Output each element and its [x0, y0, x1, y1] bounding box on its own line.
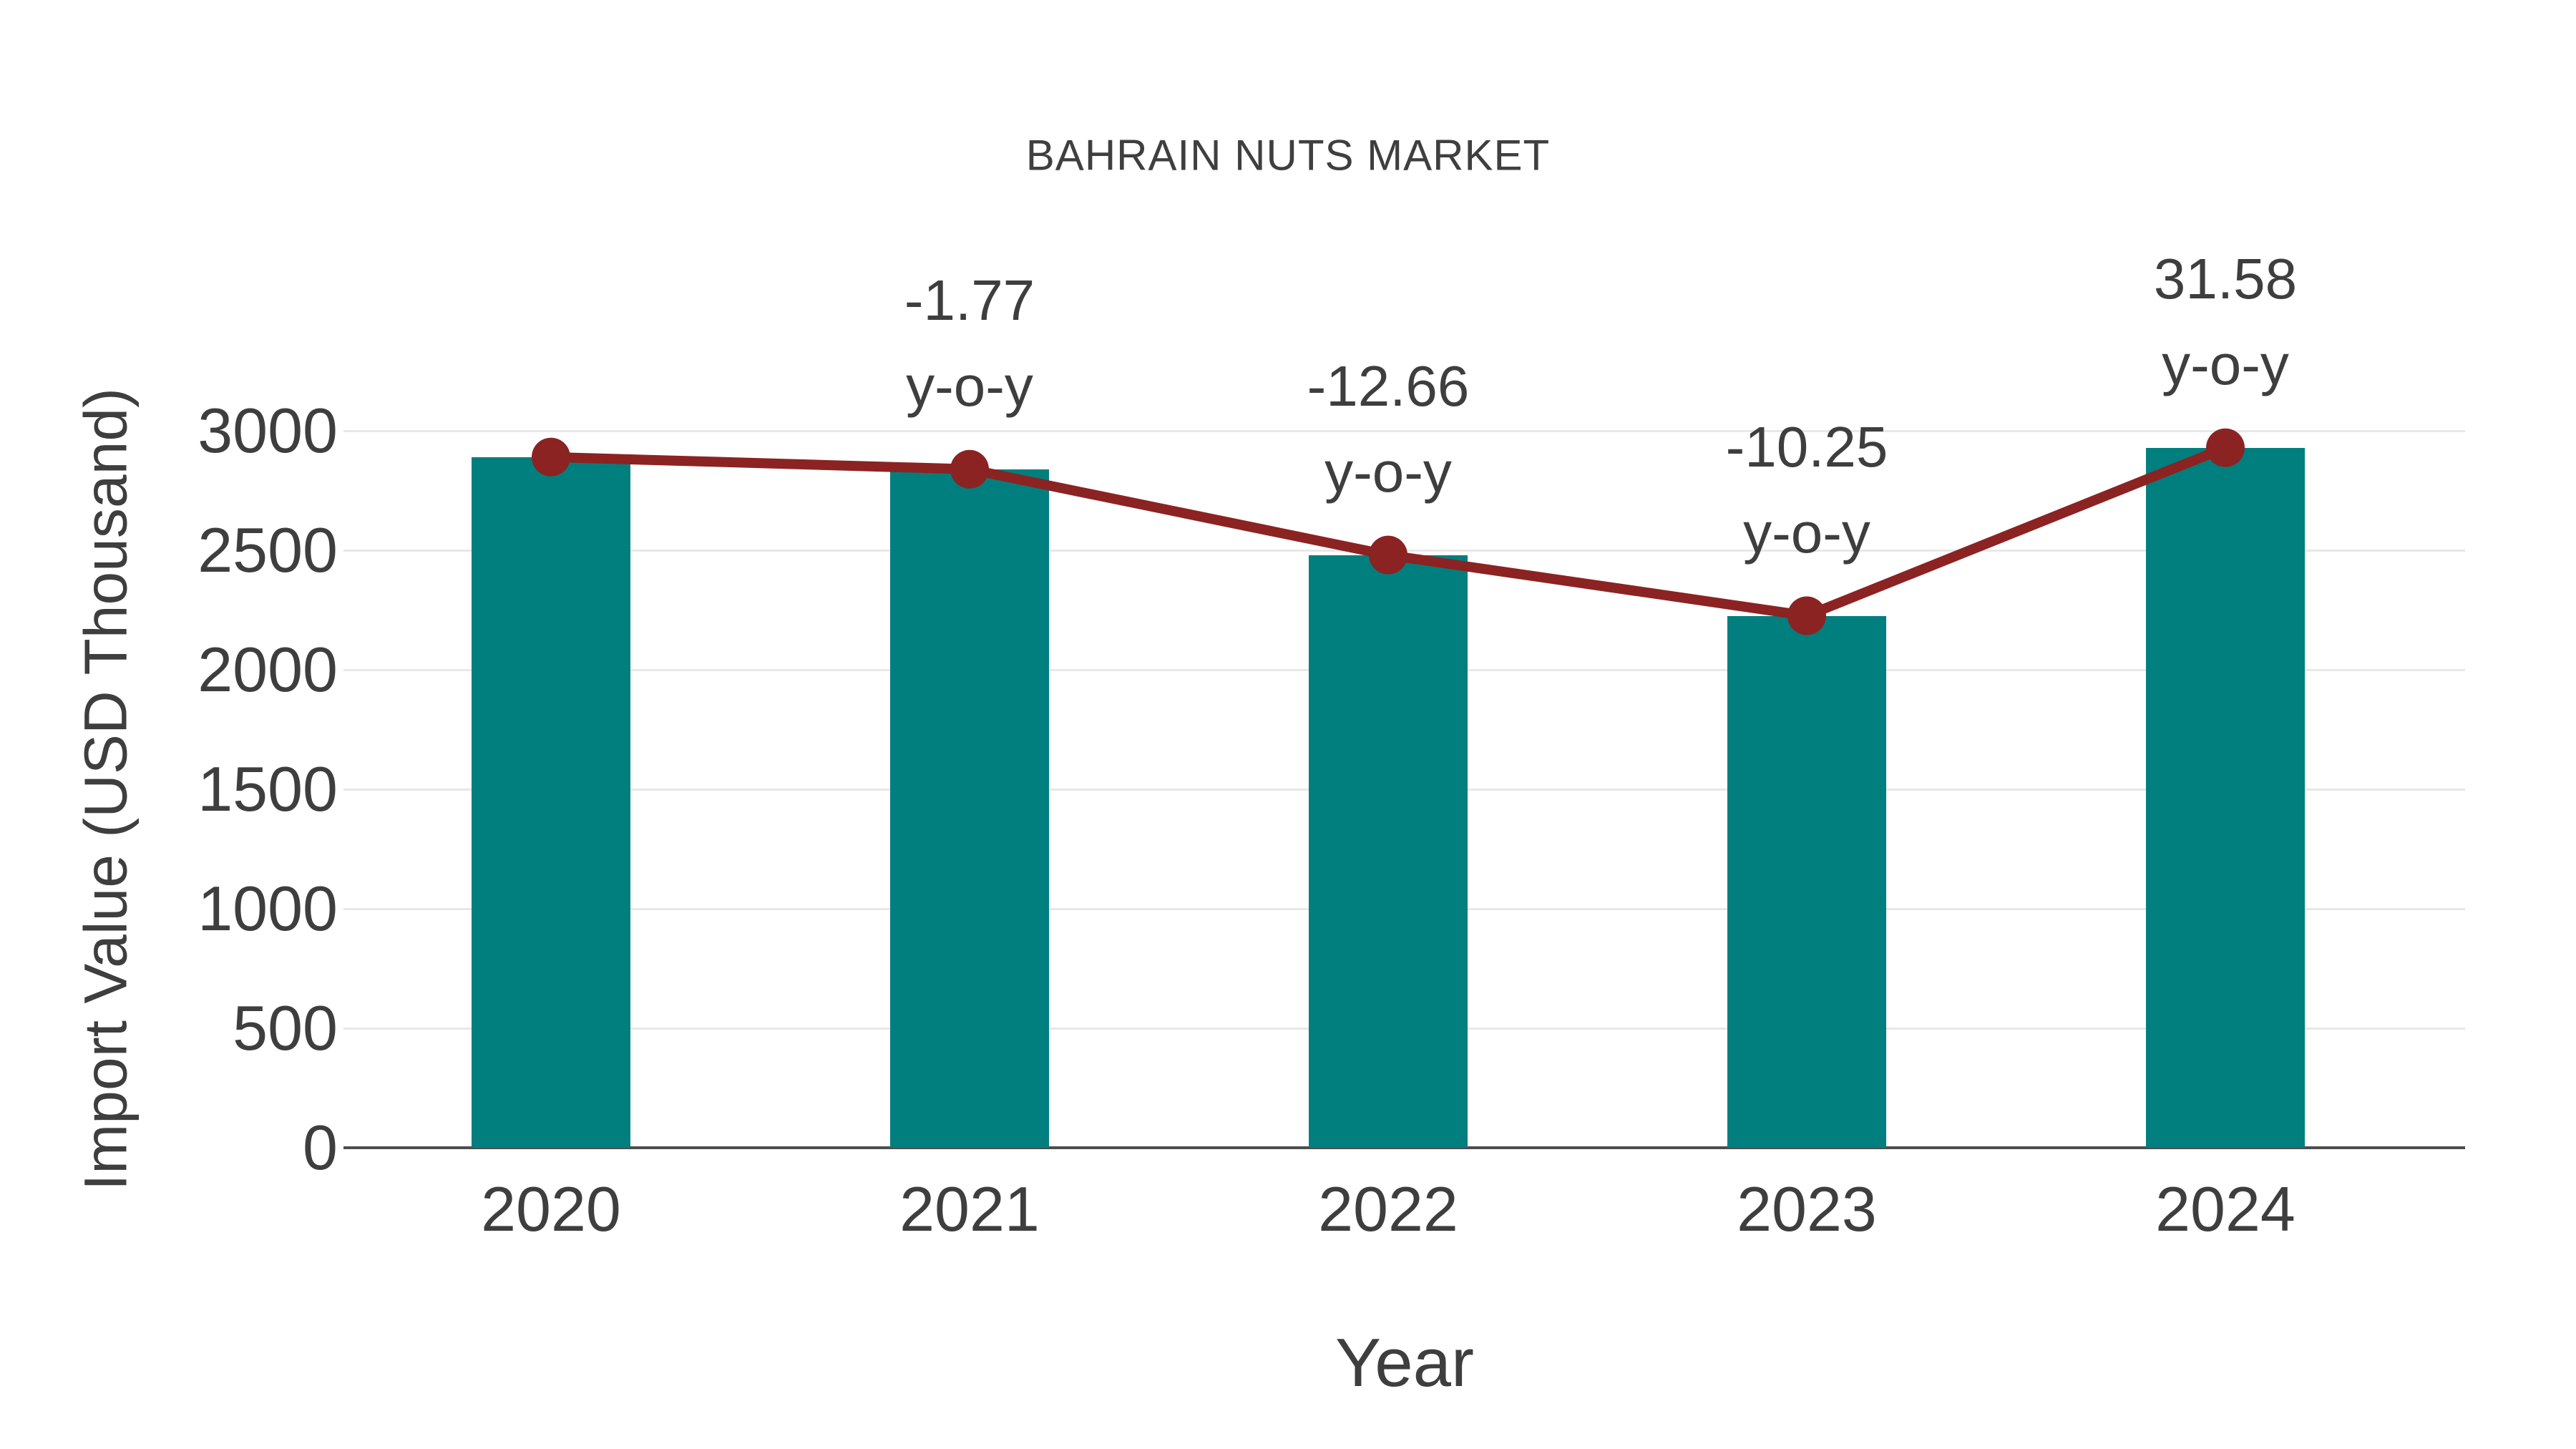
annotation-2021: -1.77 y-o-y — [748, 258, 1191, 429]
annotation-value: 31.58 — [2153, 246, 2298, 311]
y-tick-label: 2500 — [197, 514, 338, 585]
x-axis-line — [343, 1146, 2465, 1149]
bar-2022 — [1309, 555, 1468, 1148]
annotation-value: -10.25 — [1725, 414, 1888, 479]
y-tick-label: 500 — [233, 992, 338, 1063]
annotation-2022: -12.66 y-o-y — [1166, 343, 1610, 515]
bar-2020 — [472, 457, 630, 1148]
bar-2024 — [2146, 447, 2305, 1148]
x-tick-label: 2022 — [1318, 1174, 1458, 1244]
y-tick-label: 0 — [303, 1112, 338, 1183]
chart-title: BAHRAIN NUTS MARKET — [1025, 131, 1551, 180]
x-tick-label: 2021 — [899, 1174, 1040, 1244]
annotation-2023: -10.25 y-o-y — [1585, 404, 2029, 576]
bar-2023 — [1727, 615, 1886, 1148]
y-tick-label: 1000 — [197, 873, 338, 944]
annotation-suffix: y-o-y — [1743, 500, 1870, 565]
y-tick-label: 1500 — [197, 753, 338, 824]
x-tick-label: 2024 — [2155, 1174, 2296, 1244]
annotation-2024: 31.58 y-o-y — [2004, 236, 2447, 408]
x-axis-title: Year — [1335, 1324, 1474, 1401]
annotation-suffix: y-o-y — [906, 353, 1033, 418]
x-tick-label: 2020 — [481, 1174, 621, 1244]
gridline — [343, 429, 2465, 432]
y-tick-label: 3000 — [197, 395, 338, 466]
annotation-value: -1.77 — [904, 268, 1035, 332]
y-tick-label: 2000 — [197, 634, 338, 705]
bar-2021 — [890, 469, 1049, 1148]
annotation-suffix: y-o-y — [2162, 332, 2289, 396]
x-tick-label: 2023 — [1737, 1174, 1877, 1244]
annotation-suffix: y-o-y — [1324, 439, 1452, 504]
annotation-value: -12.66 — [1307, 353, 1470, 418]
